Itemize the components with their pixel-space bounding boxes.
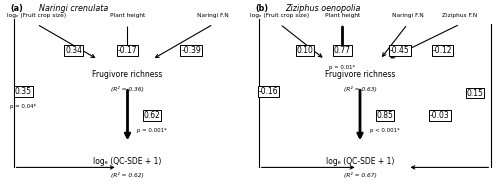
Text: 0.62: 0.62: [144, 111, 160, 120]
Text: logₑ (Fruit crop size): logₑ (Fruit crop size): [7, 13, 66, 18]
Text: Ziziphus oenopolia: Ziziphus oenopolia: [285, 4, 360, 13]
Text: (R² = 0.63): (R² = 0.63): [344, 86, 376, 92]
Text: -0.17: -0.17: [118, 46, 138, 55]
Text: Naringi crenulata: Naringi crenulata: [40, 4, 108, 13]
Text: p = 0.04*: p = 0.04*: [10, 104, 36, 109]
Text: Frugivore richness: Frugivore richness: [92, 70, 162, 79]
Text: -0.45: -0.45: [390, 46, 410, 55]
Text: Frugivore richness: Frugivore richness: [325, 70, 395, 79]
Text: 0.15: 0.15: [466, 89, 483, 97]
Text: 0.10: 0.10: [296, 46, 314, 55]
Text: -0.03: -0.03: [430, 111, 450, 120]
Text: Naringi F.N: Naringi F.N: [392, 13, 424, 18]
Text: p = 0.01*: p = 0.01*: [330, 65, 355, 70]
Text: 0.35: 0.35: [15, 87, 32, 96]
Text: Ziziphus F.N: Ziziphus F.N: [442, 13, 478, 18]
Text: p < 0.001*: p < 0.001*: [370, 128, 400, 133]
Text: Naringi F.N: Naringi F.N: [198, 13, 229, 18]
Text: (b): (b): [255, 4, 268, 13]
Text: logₑ (Fruit crop size): logₑ (Fruit crop size): [250, 13, 310, 18]
Text: 0.34: 0.34: [65, 46, 82, 55]
Text: Plant height: Plant height: [110, 13, 145, 18]
Text: 0.77: 0.77: [334, 46, 351, 55]
Text: -0.16: -0.16: [259, 87, 278, 96]
Text: -0.39: -0.39: [182, 46, 201, 55]
Text: Plant height: Plant height: [325, 13, 360, 18]
Text: p = 0.001*: p = 0.001*: [137, 128, 167, 133]
Text: (a): (a): [10, 4, 23, 13]
Text: (R² = 0.67): (R² = 0.67): [344, 172, 376, 178]
Text: (R² = 0.62): (R² = 0.62): [111, 172, 144, 178]
Text: -0.12: -0.12: [433, 46, 452, 55]
Text: logₑ (QC-SDE + 1): logₑ (QC-SDE + 1): [326, 157, 394, 166]
Text: logₑ (QC-SDE + 1): logₑ (QC-SDE + 1): [94, 157, 162, 166]
Text: 0.85: 0.85: [376, 111, 394, 120]
Text: (R² = 0.36): (R² = 0.36): [111, 86, 144, 92]
